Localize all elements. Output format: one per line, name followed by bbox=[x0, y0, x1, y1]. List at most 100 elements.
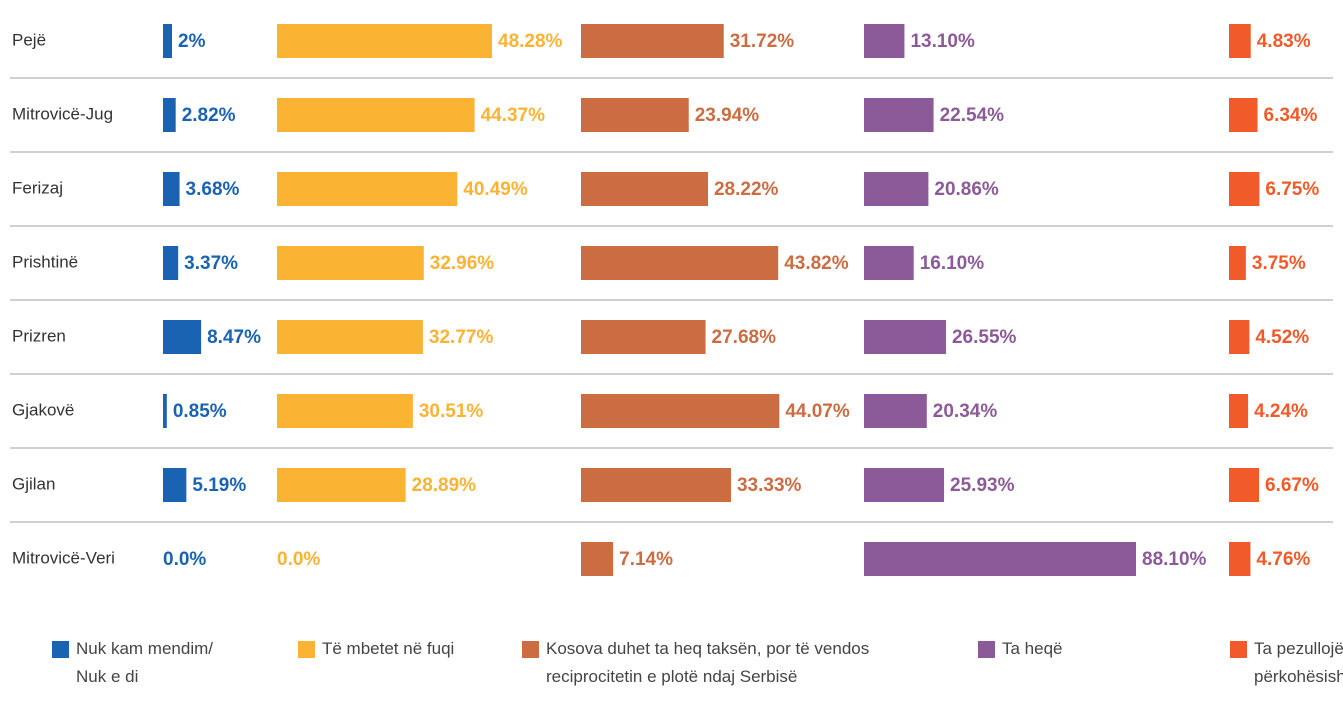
legend-label: Të mbetet në fuqi bbox=[322, 639, 455, 658]
legend-label: Ta heqë bbox=[1002, 639, 1063, 658]
value-label: 26.55% bbox=[952, 327, 1017, 348]
value-label: 8.47% bbox=[207, 327, 261, 348]
value-label: 44.37% bbox=[481, 105, 546, 126]
value-label: 6.67% bbox=[1265, 475, 1319, 496]
value-label: 6.75% bbox=[1265, 179, 1319, 200]
category-label: Gjilan bbox=[12, 474, 55, 493]
legend-item: Kosova duhet ta heq taksën, por të vendo… bbox=[522, 635, 926, 691]
legend-swatch bbox=[298, 641, 315, 658]
value-label: 0.85% bbox=[173, 401, 227, 422]
value-label: 27.68% bbox=[712, 327, 777, 348]
value-label: 33.33% bbox=[737, 475, 802, 496]
value-label: 28.22% bbox=[714, 179, 779, 200]
bar bbox=[163, 468, 187, 502]
value-label: 40.49% bbox=[463, 179, 528, 200]
bar bbox=[277, 394, 413, 428]
bar bbox=[277, 98, 475, 132]
value-label: 88.10% bbox=[1142, 549, 1207, 570]
bar bbox=[864, 394, 927, 428]
value-label: 3.68% bbox=[186, 179, 240, 200]
value-label: 16.10% bbox=[920, 253, 985, 274]
bar bbox=[864, 172, 929, 206]
bar bbox=[864, 24, 905, 58]
bar bbox=[1229, 24, 1251, 58]
value-label: 23.94% bbox=[695, 105, 760, 126]
bar bbox=[864, 542, 1136, 576]
legend-item: Ta pezullojë përkohësisht bbox=[1230, 635, 1343, 691]
legend-swatch bbox=[52, 641, 69, 658]
value-label: 22.54% bbox=[940, 105, 1005, 126]
bar bbox=[163, 172, 180, 206]
value-label: 0.0% bbox=[277, 549, 320, 570]
bar bbox=[1229, 542, 1251, 576]
bar bbox=[1229, 246, 1246, 280]
legend-label: Nuk kam mendim/ Nuk e di bbox=[76, 639, 213, 686]
value-label: 25.93% bbox=[950, 475, 1015, 496]
category-label: Prishtinë bbox=[12, 252, 78, 271]
bar bbox=[163, 394, 167, 428]
value-label: 6.34% bbox=[1264, 105, 1318, 126]
value-label: 28.89% bbox=[412, 475, 477, 496]
value-label: 4.52% bbox=[1255, 327, 1309, 348]
category-label: Mitrovicë-Veri bbox=[12, 548, 115, 567]
bar bbox=[581, 24, 724, 58]
bar bbox=[163, 98, 176, 132]
value-label: 20.86% bbox=[934, 179, 999, 200]
legend-swatch bbox=[1230, 641, 1247, 658]
bar bbox=[1229, 468, 1260, 502]
value-label: 2% bbox=[178, 31, 206, 52]
bar bbox=[277, 246, 424, 280]
legend-item: Ta heqë bbox=[978, 635, 1112, 663]
value-label: 31.72% bbox=[730, 31, 795, 52]
bar bbox=[277, 320, 423, 354]
legend-item: Nuk kam mendim/ Nuk e di bbox=[52, 635, 236, 691]
value-label: 5.19% bbox=[192, 475, 246, 496]
category-label: Prizren bbox=[12, 326, 66, 345]
bar bbox=[581, 172, 708, 206]
value-label: 13.10% bbox=[910, 31, 975, 52]
value-label: 30.51% bbox=[419, 401, 484, 422]
value-label: 32.96% bbox=[430, 253, 495, 274]
value-label: 32.77% bbox=[429, 327, 494, 348]
legend-swatch bbox=[522, 641, 539, 658]
bar bbox=[1229, 320, 1250, 354]
value-label: 48.28% bbox=[498, 31, 563, 52]
bar bbox=[864, 320, 946, 354]
bar bbox=[277, 172, 458, 206]
bar bbox=[864, 246, 914, 280]
legend-label: Ta pezullojë përkohësisht bbox=[1254, 639, 1343, 686]
bar bbox=[864, 98, 934, 132]
category-label: Ferizaj bbox=[12, 178, 63, 197]
legend-label: Kosova duhet ta heq taksën, por të vendo… bbox=[546, 639, 870, 686]
bar bbox=[864, 468, 945, 502]
value-label: 20.34% bbox=[933, 401, 998, 422]
value-label: 43.82% bbox=[784, 253, 849, 274]
bar bbox=[163, 24, 172, 58]
bar bbox=[1229, 172, 1260, 206]
bar bbox=[1229, 98, 1258, 132]
value-label: 4.76% bbox=[1256, 549, 1310, 570]
category-label: Gjakovë bbox=[12, 400, 74, 419]
bar bbox=[581, 468, 731, 502]
value-label: 3.37% bbox=[184, 253, 238, 274]
value-label: 44.07% bbox=[785, 401, 850, 422]
legend-item: Të mbetet në fuqi bbox=[298, 635, 522, 663]
value-label: 3.75% bbox=[1252, 253, 1306, 274]
category-label: Mitrovicë-Jug bbox=[12, 104, 113, 123]
value-label: 4.24% bbox=[1254, 401, 1308, 422]
bar bbox=[581, 394, 780, 428]
legend-swatch bbox=[978, 641, 995, 658]
value-label: 4.83% bbox=[1257, 31, 1311, 52]
bar bbox=[581, 542, 614, 576]
bar bbox=[277, 24, 492, 58]
value-label: 2.82% bbox=[182, 105, 236, 126]
bar bbox=[1229, 394, 1249, 428]
value-label: 7.14% bbox=[619, 549, 673, 570]
bar bbox=[581, 320, 706, 354]
category-label: Pejë bbox=[12, 30, 46, 49]
bar bbox=[163, 320, 202, 354]
bar bbox=[277, 468, 406, 502]
value-label: 0.0% bbox=[163, 549, 206, 570]
